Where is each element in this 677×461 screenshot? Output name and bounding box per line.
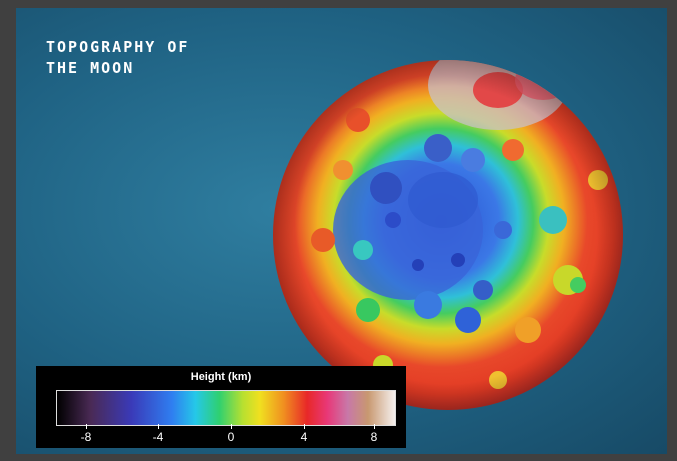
legend-tick-label: -8 [80,430,92,444]
map-panel: TOPOGRAPHY OF THE MOON [16,8,667,454]
legend-tick-mark [158,424,159,429]
legend-tick-label: 4 [300,430,308,444]
legend-ticks: -8 -4 0 4 8 [56,424,394,446]
map-title-line-1: TOPOGRAPHY OF [46,38,190,56]
legend-color-bar [56,390,396,426]
legend-tick-label: 8 [370,430,378,444]
legend-tick-mark [304,424,305,429]
legend: Height (km) -8 -4 0 4 8 [36,366,406,448]
map-title: TOPOGRAPHY OF THE MOON [46,37,189,79]
legend-tick-label: 0 [227,430,235,444]
map-title-line-2: THE MOON [46,59,135,77]
legend-tick-mark [86,424,87,429]
legend-title: Height (km) [190,371,252,383]
moon-topography-icon [273,60,623,410]
legend-tick-label: -4 [152,430,164,444]
legend-tick-mark [374,424,375,429]
legend-tick-mark [231,424,232,429]
moon-shading [273,60,623,410]
